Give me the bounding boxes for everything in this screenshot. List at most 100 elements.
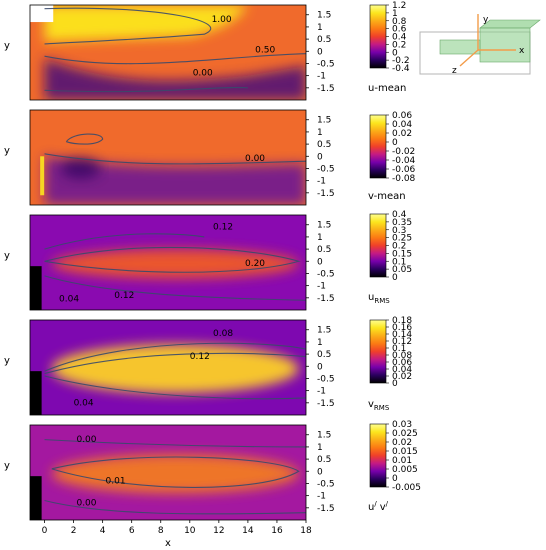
y-tick-label: 1.5 xyxy=(317,326,331,336)
schematic-duct-front xyxy=(479,27,531,63)
field-1 xyxy=(30,5,306,100)
colorbar-tick-label: 0.005 xyxy=(392,465,418,475)
x-axis-label: x xyxy=(165,538,171,549)
colorbar-tick-label: 0.015 xyxy=(392,447,418,457)
y-tick-label: 0 xyxy=(317,47,323,57)
colorbar-tick-label: 0 xyxy=(392,273,398,283)
colorbar-tick-label: 0.03 xyxy=(392,420,412,430)
contour-label: 0.00 xyxy=(245,154,265,164)
y-axis-label: y xyxy=(4,251,10,262)
colorbar-tick-label: 0.14 xyxy=(392,330,412,340)
y-axis-label: y xyxy=(4,461,10,472)
panels: 1.000.500.001.510.50-0.5-1-1.5y1.210.80.… xyxy=(4,1,421,549)
duct-schematic: y x z xyxy=(419,14,541,76)
contour-line xyxy=(44,233,205,250)
quantity-label-prime-1: / xyxy=(374,500,377,508)
contour-label: 0.00 xyxy=(193,69,213,79)
y-tick-label: 1 xyxy=(317,128,323,138)
plot-frame xyxy=(29,214,307,311)
y-tick-label: -0.5 xyxy=(317,479,335,489)
colorbar-tick-label: 0.06 xyxy=(392,111,412,121)
y-tick-label: -1 xyxy=(317,282,326,292)
field-3 xyxy=(30,215,306,310)
panel-2: 0.001.510.50-0.5-1-1.5y0.060.040.020-0.0… xyxy=(4,109,416,206)
colorbar-tick-label: -0.4 xyxy=(392,64,410,74)
contour-line xyxy=(44,352,306,375)
contour-label: 0.20 xyxy=(245,259,265,269)
field-5 xyxy=(30,425,306,520)
y-tick-label: -1.5 xyxy=(317,189,335,199)
y-axis-label: y xyxy=(4,146,10,157)
colorbar-tick-label: 0.02 xyxy=(392,372,412,382)
colorbar-tick-label: 0 xyxy=(392,48,398,58)
quantity-label-subscript: RMS xyxy=(374,404,390,412)
quantity-label-prime-2: / xyxy=(386,500,389,508)
colorbar-tick-label: 0.4 xyxy=(392,33,407,43)
y-tick-label: -1.5 xyxy=(317,504,335,514)
contour-line xyxy=(44,342,306,372)
y-tick-label: 1 xyxy=(317,443,323,453)
colorbar-tick-label: 0.12 xyxy=(392,337,412,347)
colorbar-tick-label: 0 xyxy=(392,379,398,389)
schematic-inlet xyxy=(439,39,481,55)
x-tick-label: 14 xyxy=(242,526,254,536)
quantity-label: u/v/ xyxy=(368,500,389,513)
y-tick-label: 1.5 xyxy=(317,116,331,126)
contour-line xyxy=(44,499,306,515)
contour-label: 0.00 xyxy=(76,498,96,508)
quantity-label-main: v xyxy=(368,399,374,410)
quantity-label-main: u xyxy=(368,502,374,513)
step-wall xyxy=(30,266,42,310)
x-tick-label: 6 xyxy=(129,526,135,536)
colorbar-tick-label: 0.25 xyxy=(392,234,412,244)
shear-layer xyxy=(51,344,299,394)
contour-line xyxy=(65,133,104,145)
contour-label: 0.00 xyxy=(76,435,96,445)
contour-line xyxy=(44,7,212,45)
plot-frame xyxy=(29,109,307,206)
colorbar-tick-label: -0.02 xyxy=(392,147,415,157)
wall-strip xyxy=(40,156,45,196)
colorbar-tick-label: -0.005 xyxy=(392,483,421,493)
colorbar-tick-label: 0.4 xyxy=(392,210,407,220)
y-tick-label: 1.5 xyxy=(317,221,331,231)
field-2 xyxy=(30,110,306,205)
contour-label: 0.04 xyxy=(59,294,79,304)
y-tick-label: 1.5 xyxy=(317,431,331,441)
colorbar-tick-label: 0.6 xyxy=(392,25,407,35)
y-tick-label: 1 xyxy=(317,233,323,243)
field-4 xyxy=(30,320,306,415)
panel-1: 1.000.500.001.510.50-0.5-1-1.5y1.210.80.… xyxy=(4,1,410,101)
colorbar-tick-label: 0.01 xyxy=(392,456,412,466)
colorbar-tick-label: 0.02 xyxy=(392,438,412,448)
quantity-label: uRMS xyxy=(368,292,390,305)
colorbar-tick-label: 0 xyxy=(392,474,398,484)
y-tick-label: 1 xyxy=(317,23,323,33)
quantity-label-second: v xyxy=(380,502,386,513)
colorbar-tick-label: -0.06 xyxy=(392,165,416,175)
shear-layer xyxy=(51,454,299,494)
colorbar-tick-label: 0.04 xyxy=(392,120,412,130)
contour-label: 0.12 xyxy=(114,291,134,301)
x-tick-label: 10 xyxy=(184,526,196,536)
colorbar-tick-label: 0.18 xyxy=(392,316,412,326)
contour-line xyxy=(44,375,306,400)
y-tick-label: 0 xyxy=(317,467,323,477)
colorbar-tick-label: 0.3 xyxy=(392,226,406,236)
plot-frame xyxy=(29,4,307,101)
colorbar-tick-label: 0.1 xyxy=(392,257,406,267)
schematic-y-label: y xyxy=(483,15,489,25)
y-tick-label: -0.5 xyxy=(317,59,335,69)
contour-line xyxy=(44,439,306,448)
colorbar-tick-label: 0.05 xyxy=(392,265,412,275)
colorbar xyxy=(369,319,387,384)
contour-line xyxy=(44,246,301,273)
contour-line xyxy=(51,456,300,488)
quantity-label-main: u xyxy=(368,292,374,303)
colorbar-tick-label: 0 xyxy=(392,138,398,148)
y-tick-label: 0 xyxy=(317,362,323,372)
x-tick-label: 4 xyxy=(100,526,106,536)
contour-line xyxy=(44,86,248,93)
x-tick-label: 2 xyxy=(71,526,77,536)
